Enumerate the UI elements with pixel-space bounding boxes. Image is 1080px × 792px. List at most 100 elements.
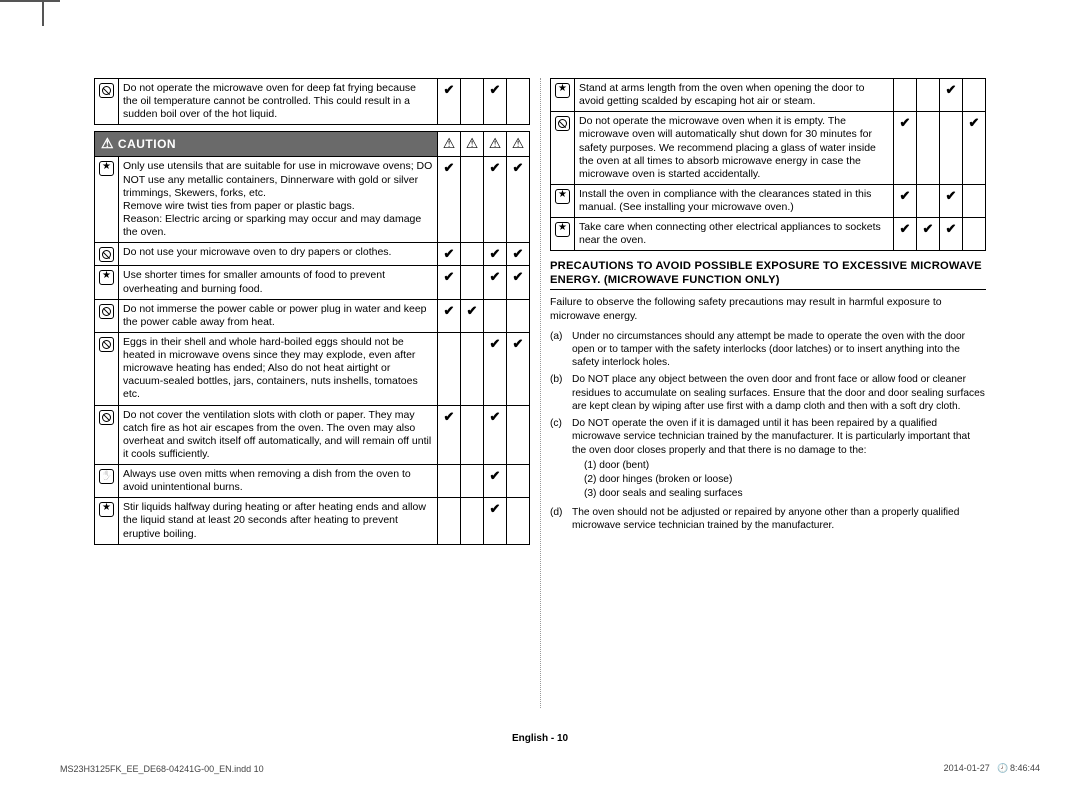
check-cell-1 bbox=[438, 465, 461, 498]
hazard-icon-1: ⚠ bbox=[438, 132, 461, 157]
check-cell-1: ✔ bbox=[438, 157, 461, 243]
precaution-label: (d) bbox=[550, 506, 572, 533]
check-cell-3: ✔ bbox=[940, 79, 963, 112]
check-cell-2 bbox=[917, 79, 940, 112]
check-cell-3: ✔ bbox=[484, 243, 507, 266]
check-cell-1: ✔ bbox=[894, 184, 917, 217]
check-cell-2 bbox=[461, 266, 484, 299]
precaution-subitem: (2) door hinges (broken or loose) bbox=[584, 473, 986, 486]
star-icon bbox=[99, 270, 114, 285]
precautions-list: (a)Under no circumstances should any att… bbox=[550, 330, 986, 537]
check-cell-3: ✔ bbox=[484, 79, 507, 125]
star-icon bbox=[555, 222, 570, 237]
table-row: Do not use your microwave oven to dry pa… bbox=[95, 243, 530, 266]
check-cell-2 bbox=[461, 332, 484, 405]
star-icon bbox=[555, 189, 570, 204]
crop-mark-vertical bbox=[42, 0, 44, 26]
check-cell-3: ✔ bbox=[484, 498, 507, 544]
precaution-subitem: (1) door (bent) bbox=[584, 459, 986, 472]
check-cell-2 bbox=[917, 184, 940, 217]
check-cell-3: ✔ bbox=[484, 405, 507, 465]
row-icon-cell bbox=[95, 266, 119, 299]
clock-icon: 🕗 bbox=[997, 764, 1007, 774]
table-row: Eggs in their shell and whole hard-boile… bbox=[95, 332, 530, 405]
crop-mark-horizontal bbox=[0, 0, 60, 2]
table-row: Only use utensils that are suitable for … bbox=[95, 157, 530, 243]
row-icon-cell bbox=[95, 157, 119, 243]
check-cell-4 bbox=[507, 79, 530, 125]
row-text: Do not operate the microwave oven for de… bbox=[119, 79, 438, 125]
check-cell-4: ✔ bbox=[507, 243, 530, 266]
check-cell-1: ✔ bbox=[438, 299, 461, 332]
check-cell-3: ✔ bbox=[940, 218, 963, 251]
precaution-sublist: (1) door (bent)(2) door hinges (broken o… bbox=[572, 459, 986, 501]
star-icon bbox=[555, 83, 570, 98]
slash-icon bbox=[99, 247, 114, 262]
page-number: English - 10 bbox=[0, 733, 1080, 744]
slash-icon bbox=[555, 116, 570, 131]
precaution-item: (b)Do NOT place any object between the o… bbox=[550, 373, 986, 413]
right-column: Stand at arms length from the oven when … bbox=[550, 78, 986, 718]
check-cell-4 bbox=[963, 184, 986, 217]
hazard-icon-3: ⚠ bbox=[484, 132, 507, 157]
check-cell-1: ✔ bbox=[438, 266, 461, 299]
row-text: Always use oven mitts when removing a di… bbox=[119, 465, 438, 498]
pre-caution-table: Do not operate the microwave oven for de… bbox=[94, 78, 530, 125]
precaution-label: (c) bbox=[550, 417, 572, 502]
check-cell-2 bbox=[461, 465, 484, 498]
precaution-text: Do NOT operate the oven if it is damaged… bbox=[572, 417, 986, 502]
row-text: Use shorter times for smaller amounts of… bbox=[119, 266, 438, 299]
hazard-icon-2: ⚠ bbox=[461, 132, 484, 157]
left-column: Do not operate the microwave oven for de… bbox=[94, 78, 530, 718]
precaution-item: (a)Under no circumstances should any att… bbox=[550, 330, 986, 370]
table-row: Stand at arms length from the oven when … bbox=[551, 79, 986, 112]
check-cell-2 bbox=[461, 405, 484, 465]
row-text: Stand at arms length from the oven when … bbox=[575, 79, 894, 112]
row-text: Eggs in their shell and whole hard-boile… bbox=[119, 332, 438, 405]
hazard-icon-4: ⚠ bbox=[507, 132, 530, 157]
footer-date: 2014-01-27 bbox=[944, 763, 990, 773]
slash-icon bbox=[99, 83, 114, 98]
star-icon bbox=[99, 502, 114, 517]
caution-label: CAUTION bbox=[118, 137, 176, 151]
precaution-text: Under no circumstances should any attemp… bbox=[572, 330, 986, 370]
row-text: Stir liquids halfway during heating or a… bbox=[119, 498, 438, 544]
check-cell-3: ✔ bbox=[940, 184, 963, 217]
slash-icon bbox=[99, 304, 114, 319]
table-row: Install the oven in compliance with the … bbox=[551, 184, 986, 217]
check-cell-1 bbox=[438, 332, 461, 405]
table-row: Take care when connecting other electric… bbox=[551, 218, 986, 251]
row-text: Only use utensils that are suitable for … bbox=[119, 157, 438, 243]
check-cell-4: ✔ bbox=[963, 112, 986, 185]
row-icon-cell bbox=[551, 218, 575, 251]
table-row: Stir liquids halfway during heating or a… bbox=[95, 498, 530, 544]
precautions-intro: Failure to observe the following safety … bbox=[550, 296, 986, 323]
precaution-text: The oven should not be adjusted or repai… bbox=[572, 506, 986, 533]
row-text: Do not immerse the power cable or power … bbox=[119, 299, 438, 332]
check-cell-4 bbox=[507, 405, 530, 465]
hand-icon bbox=[99, 469, 114, 484]
warning-icon: ⚠ bbox=[101, 136, 114, 150]
check-cell-4 bbox=[963, 218, 986, 251]
precaution-text: Do NOT place any object between the oven… bbox=[572, 373, 986, 413]
row-text: Take care when connecting other electric… bbox=[575, 218, 894, 251]
table-row: Use shorter times for smaller amounts of… bbox=[95, 266, 530, 299]
check-cell-3: ✔ bbox=[484, 157, 507, 243]
footer-filename: MS23H3125FK_EE_DE68-04241G-00_EN.indd 10 bbox=[60, 764, 264, 774]
check-cell-4: ✔ bbox=[507, 157, 530, 243]
check-cell-1 bbox=[438, 498, 461, 544]
row-icon-cell bbox=[95, 299, 119, 332]
row-icon-cell bbox=[551, 184, 575, 217]
caution-table: ⚠ CAUTION ⚠ ⚠ ⚠ ⚠ Only use utensils that… bbox=[94, 131, 530, 544]
check-cell-4: ✔ bbox=[507, 332, 530, 405]
check-cell-1: ✔ bbox=[894, 218, 917, 251]
row-text: Install the oven in compliance with the … bbox=[575, 184, 894, 217]
check-cell-2 bbox=[917, 112, 940, 185]
table-row: Do not immerse the power cable or power … bbox=[95, 299, 530, 332]
row-icon-cell bbox=[95, 79, 119, 125]
footer-time: 8:46:44 bbox=[1010, 763, 1040, 773]
row-icon-cell bbox=[551, 112, 575, 185]
check-cell-4 bbox=[963, 79, 986, 112]
check-cell-1: ✔ bbox=[438, 243, 461, 266]
check-cell-2: ✔ bbox=[461, 299, 484, 332]
